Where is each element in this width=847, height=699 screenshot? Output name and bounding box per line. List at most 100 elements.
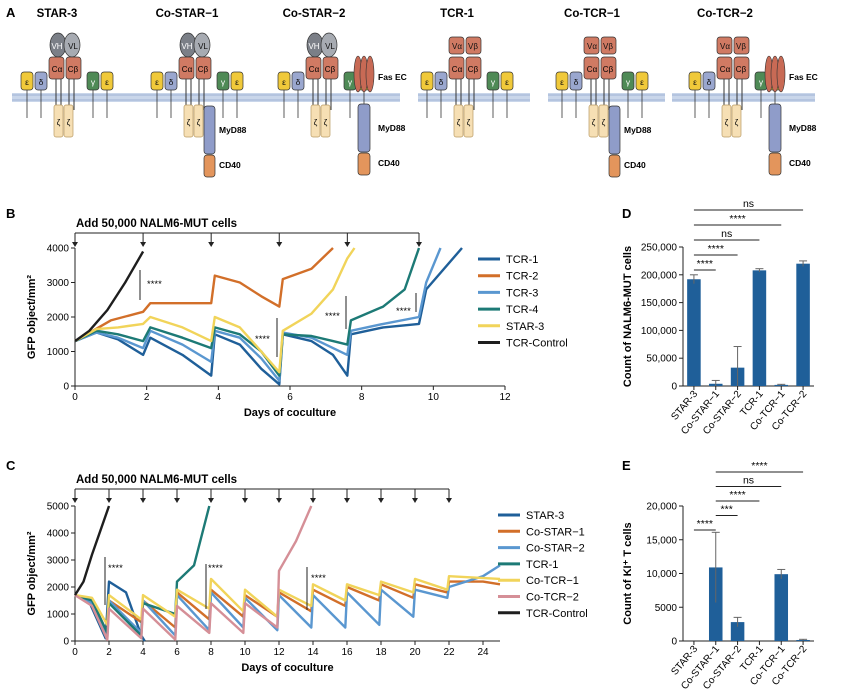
legend-label: TCR-Control — [506, 338, 568, 350]
construct-name: STAR-3 — [37, 8, 78, 20]
significance-label: **** — [396, 306, 411, 317]
significance-label: **** — [108, 563, 123, 574]
y-tick-label: 5000 — [47, 502, 70, 513]
series-line — [74, 575, 501, 626]
zeta-chain — [193, 104, 204, 138]
x-tick-label: 12 — [499, 392, 511, 403]
x-tick-label: 10 — [239, 647, 251, 658]
series-line — [74, 247, 442, 382]
comparison-label: ns — [721, 228, 732, 240]
variable-domain-label: VL — [198, 42, 208, 51]
series-line — [74, 247, 463, 386]
zeta-chain — [183, 104, 194, 138]
bar-chart-e: 0 5000 10,000 15,000 20,000 Count of KI⁺ T ce… — [622, 460, 814, 692]
x-tick-label: 22 — [443, 647, 455, 658]
variable-domain — [448, 36, 465, 55]
series-line — [74, 505, 313, 641]
variable-domain-label: Vβ — [736, 42, 746, 51]
bar — [730, 622, 745, 641]
significance-label: **** — [311, 573, 326, 584]
panel-letter-b: B — [6, 206, 15, 221]
myd88-domain — [608, 105, 621, 155]
y-axis-label: GFP object/mm² — [26, 275, 38, 359]
zeta-chain-label: ζ — [735, 118, 739, 127]
comparison-label: ns — [743, 475, 754, 487]
cd3-subunit-label: ε — [640, 77, 644, 87]
cd3-subunit-label: ε — [105, 77, 109, 87]
cd40-domain — [768, 152, 782, 176]
y-tick-label: 4000 — [47, 244, 70, 255]
y-tick-label: 0 — [671, 382, 677, 393]
legend-label: TCR-2 — [506, 271, 538, 283]
zeta-chain — [588, 104, 599, 138]
constant-domain-label: Cβ — [603, 65, 614, 74]
panel-letter-c: C — [6, 458, 16, 473]
legend-label: TCR-1 — [506, 254, 538, 266]
cd3-subunit-label: δ — [707, 77, 712, 87]
zeta-chain — [63, 104, 74, 138]
y-tick-label: 1000 — [47, 610, 70, 621]
zeta-chain-label: ζ — [467, 118, 471, 127]
addition-arrowhead — [106, 498, 112, 503]
zeta-chain-label: ζ — [197, 118, 201, 127]
series-line — [74, 247, 356, 374]
comparison-label: **** — [729, 489, 745, 501]
addition-arrowhead — [378, 498, 384, 503]
x-tick-label: 0 — [72, 392, 78, 403]
comparison-label: **** — [708, 243, 724, 255]
y-tick-label: 150,000 — [641, 298, 678, 309]
x-tick-label: 4 — [140, 647, 146, 658]
y-tick-label: 1000 — [47, 347, 70, 358]
addition-arrowhead — [140, 498, 146, 503]
cd3-subunit-label: γ — [221, 77, 226, 87]
significance-label: **** — [147, 279, 162, 290]
addition-arrowhead — [72, 242, 78, 247]
myd88-domain — [357, 103, 371, 153]
fas-ec-label: Fas EC — [789, 72, 818, 82]
x-axis-label: Days of coculture — [244, 407, 336, 419]
addition-arrowhead — [416, 242, 422, 247]
x-tick-label: 18 — [375, 647, 387, 658]
cd3-subunit-label: ε — [693, 77, 697, 87]
comparison-label: *** — [721, 504, 733, 516]
y-tick-label: 0 — [63, 382, 69, 393]
cd3-subunit-label: ε — [560, 77, 564, 87]
variable-domain-label: Vα — [720, 42, 730, 51]
cd40-domain — [203, 154, 216, 178]
x-tick-label: 0 — [72, 647, 78, 658]
x-tick-label: 14 — [307, 647, 319, 658]
zeta-chain-label: ζ — [592, 118, 596, 127]
fas-ec-domain — [365, 55, 375, 93]
y-tick-label: 0 — [63, 637, 69, 648]
cd3-subunit-label: γ — [491, 77, 496, 87]
cd3-subunit-label: ε — [25, 77, 29, 87]
cd40-label: CD40 — [219, 160, 241, 170]
variable-domain-label: Vα — [587, 42, 597, 51]
x-tick-label: 4 — [216, 392, 222, 403]
constant-domain-label: Cβ — [325, 65, 336, 74]
legend-label: TCR-1 — [526, 559, 558, 571]
cd3-subunit-label: ε — [155, 77, 159, 87]
y-tick-label: 20,000 — [646, 502, 677, 513]
legend-label: TCR-3 — [506, 287, 538, 299]
myd88-label: MyD88 — [378, 123, 406, 133]
variable-domain-label: VH — [51, 42, 62, 51]
series-line — [73, 505, 111, 596]
zeta-chain-label: ζ — [67, 118, 71, 127]
membrane — [12, 93, 145, 102]
legend-label: Co-TCR−1 — [526, 575, 579, 587]
x-tick-label: 2 — [144, 392, 150, 403]
variable-domain-label: VH — [181, 42, 192, 51]
panel-b-annotation: Add 50,000 NALM6-MUT cells — [76, 218, 237, 230]
construct-name: Co-TCR−1 — [564, 8, 621, 20]
y-tick-label: 10,000 — [646, 569, 677, 580]
legend-label: Co-TCR−2 — [526, 592, 579, 604]
addition-arrowhead — [446, 498, 452, 503]
addition-arrowhead — [140, 242, 147, 247]
legend-label: STAR-3 — [506, 321, 544, 333]
addition-arrowhead — [412, 498, 418, 503]
fas-ec-label: Fas EC — [378, 72, 407, 82]
zeta-chain — [598, 104, 609, 138]
addition-arrowhead — [276, 242, 283, 247]
